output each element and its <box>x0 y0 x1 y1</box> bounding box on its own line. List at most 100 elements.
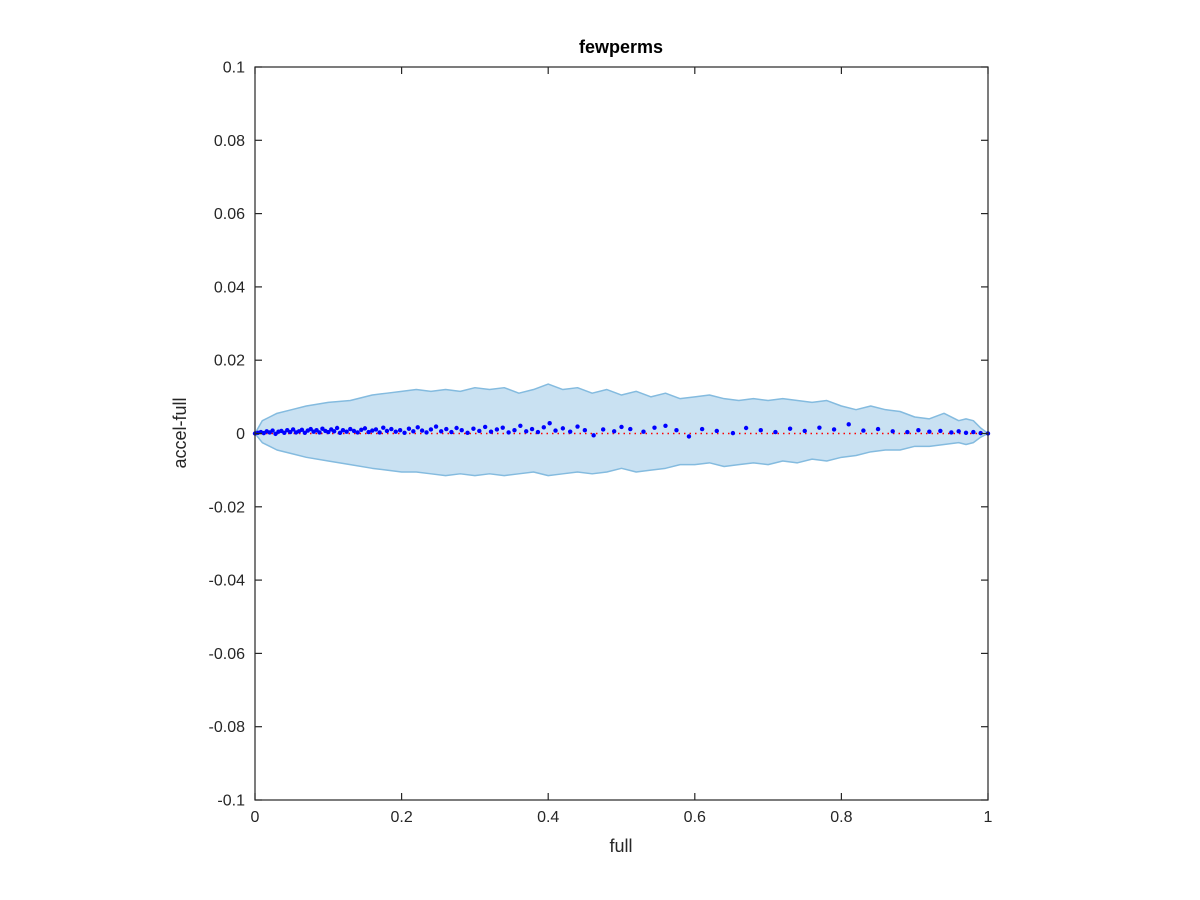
data-point <box>355 430 360 435</box>
data-point <box>758 428 763 433</box>
x-tick-label: 0 <box>251 809 260 826</box>
data-point <box>971 429 976 435</box>
y-axis-ticks: -0.1 -0.08 -0.06 -0.04 -0.02 0 0.02 0.04 0.06 0.0… <box>209 60 988 810</box>
data-point <box>619 424 624 430</box>
data-point <box>397 428 403 433</box>
data-point <box>348 426 353 432</box>
data-point <box>317 430 322 435</box>
data-point <box>406 426 412 431</box>
y-tick-label: -0.04 <box>209 573 246 590</box>
y-tick-label: 0.06 <box>214 206 245 223</box>
data-point <box>831 427 837 432</box>
chart-title: fewperms <box>579 37 663 57</box>
data-point <box>488 429 494 434</box>
data-point <box>454 425 459 431</box>
data-point <box>494 427 500 432</box>
data-point <box>438 429 444 434</box>
x-axis-ticks: 0 0.2 0.4 0.6 0.8 1 <box>251 67 993 826</box>
data-point <box>641 429 646 434</box>
data-point <box>905 429 910 435</box>
data-point <box>600 427 606 432</box>
data-point <box>384 428 390 434</box>
data-point <box>331 429 337 434</box>
data-point <box>802 428 807 434</box>
x-tick-label: 1 <box>984 809 993 826</box>
data-point <box>553 428 558 433</box>
data-point <box>652 425 657 430</box>
y-tick-label: 0.1 <box>223 60 245 77</box>
data-point <box>326 429 331 435</box>
data-point <box>547 421 552 426</box>
data-point <box>337 430 343 435</box>
y-tick-label: -0.1 <box>217 793 245 810</box>
x-tick-label: 0.4 <box>537 809 559 826</box>
data-point <box>402 430 407 435</box>
y-tick-label: -0.06 <box>209 646 246 663</box>
data-point <box>428 427 434 432</box>
data-point <box>482 424 488 430</box>
data-point <box>686 434 692 439</box>
data-point <box>560 426 566 431</box>
y-tick-label: 0.08 <box>214 133 245 150</box>
data-point <box>282 430 287 435</box>
y-tick-label: -0.08 <box>209 719 246 736</box>
data-point <box>567 429 573 434</box>
data-point <box>351 428 357 434</box>
data-point <box>334 425 340 431</box>
x-axis-label: full <box>609 836 632 856</box>
data-point <box>591 433 596 438</box>
data-point <box>674 428 679 433</box>
data-point <box>949 430 954 435</box>
x-tick-label: 0.6 <box>684 809 706 826</box>
data-point <box>846 422 851 427</box>
data-point <box>541 425 546 430</box>
data-point <box>628 426 633 432</box>
data-point <box>743 425 749 431</box>
data-point <box>290 427 296 432</box>
data-point <box>433 424 439 429</box>
data-point <box>370 428 375 433</box>
data-point <box>956 429 961 434</box>
data-point <box>373 427 379 432</box>
data-point <box>875 426 881 432</box>
data-point <box>344 429 349 434</box>
data-point <box>535 429 541 435</box>
data-point <box>938 428 943 434</box>
data-point <box>773 429 778 435</box>
data-point <box>611 429 617 434</box>
data-point <box>471 426 476 431</box>
data-point <box>500 425 505 430</box>
data-point <box>419 428 425 433</box>
y-tick-label: 0 <box>236 426 245 443</box>
data-point <box>377 430 382 435</box>
data-point <box>890 429 895 434</box>
data-point <box>582 428 588 433</box>
data-point <box>393 429 398 434</box>
x-tick-label: 0.2 <box>390 809 412 826</box>
data-point <box>529 426 535 432</box>
data-point <box>359 427 364 433</box>
data-point <box>730 430 736 436</box>
data-point <box>308 426 313 432</box>
plot-area: 0 0.2 0.4 0.6 0.8 1 -0.1 -0.08 -0.06 -0.04 -0.02 0… <box>209 60 993 827</box>
data-point <box>449 429 454 435</box>
data-point <box>270 428 275 433</box>
data-point <box>916 428 921 433</box>
data-point <box>817 425 822 430</box>
data-point <box>978 430 983 436</box>
data-point <box>287 429 293 435</box>
data-point <box>524 429 529 434</box>
data-point <box>340 428 346 433</box>
data-point <box>699 426 705 432</box>
y-tick-label: -0.02 <box>209 499 246 516</box>
y-tick-label: 0.04 <box>214 279 245 296</box>
data-point <box>663 423 668 428</box>
data-point <box>963 430 969 435</box>
data-point <box>787 426 793 431</box>
data-point <box>299 427 305 433</box>
y-axis-label: accel-full <box>170 397 190 468</box>
data-point <box>518 423 523 428</box>
data-point <box>861 428 866 433</box>
data-point <box>714 428 719 434</box>
